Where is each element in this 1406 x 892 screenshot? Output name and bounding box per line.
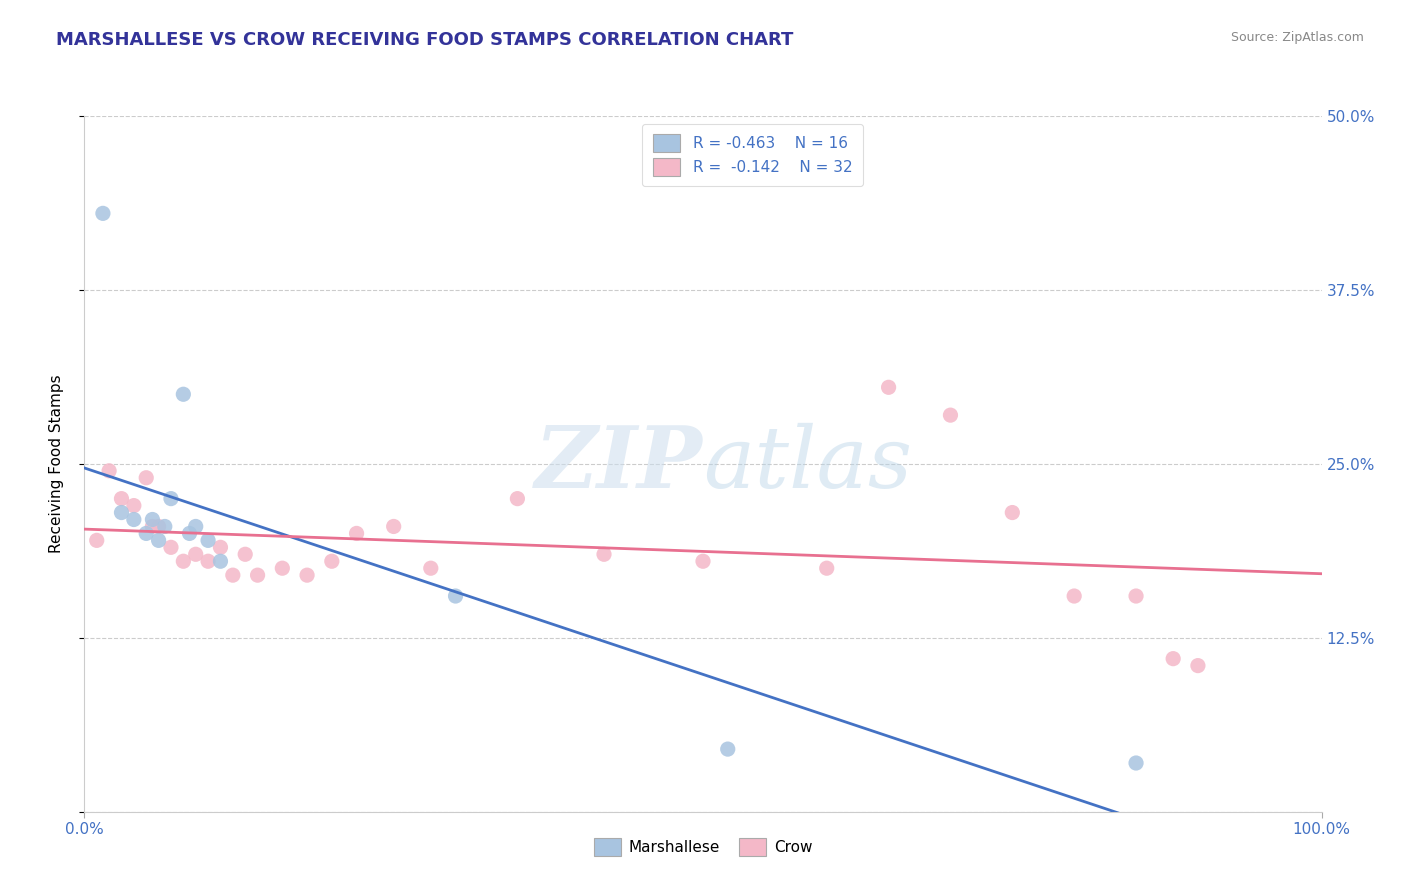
Y-axis label: Receiving Food Stamps: Receiving Food Stamps [49,375,63,553]
Point [148,533,170,548]
Point [197,554,219,568]
Text: Source: ZipAtlas.com: Source: ZipAtlas.com [1230,31,1364,45]
Text: ZIP: ZIP [536,422,703,506]
Point [419,561,441,575]
Point [209,554,232,568]
Point [692,554,714,568]
Point [593,547,616,561]
Point [1161,651,1184,665]
Point [141,512,163,526]
Point [91,206,114,220]
Point [197,533,219,548]
Point [135,471,157,485]
Point [382,519,405,533]
Point [1125,756,1147,770]
Point [153,519,176,533]
Point [877,380,900,394]
Point [135,526,157,541]
Point [160,491,183,506]
Point [160,541,183,555]
Legend: Marshallese, Crow: Marshallese, Crow [583,828,823,867]
Text: atlas: atlas [703,423,912,505]
Point [815,561,838,575]
Point [86,533,108,548]
Point [321,554,343,568]
Point [1187,658,1209,673]
Point [184,519,207,533]
Point [172,554,194,568]
Point [222,568,245,582]
Point [233,547,256,561]
Point [717,742,740,756]
Point [346,526,368,541]
Point [122,499,145,513]
Point [172,387,194,401]
Point [141,519,163,533]
Point [209,541,232,555]
Point [295,568,318,582]
Point [148,519,170,533]
Point [444,589,467,603]
Point [184,547,207,561]
Point [271,561,294,575]
Point [939,408,962,422]
Point [122,512,145,526]
Point [179,526,201,541]
Point [110,491,132,506]
Text: MARSHALLESE VS CROW RECEIVING FOOD STAMPS CORRELATION CHART: MARSHALLESE VS CROW RECEIVING FOOD STAMP… [56,31,793,49]
Point [506,491,529,506]
Point [1001,506,1024,520]
Point [1063,589,1085,603]
Point [110,506,132,520]
Point [1125,589,1147,603]
Point [246,568,269,582]
Point [98,464,121,478]
